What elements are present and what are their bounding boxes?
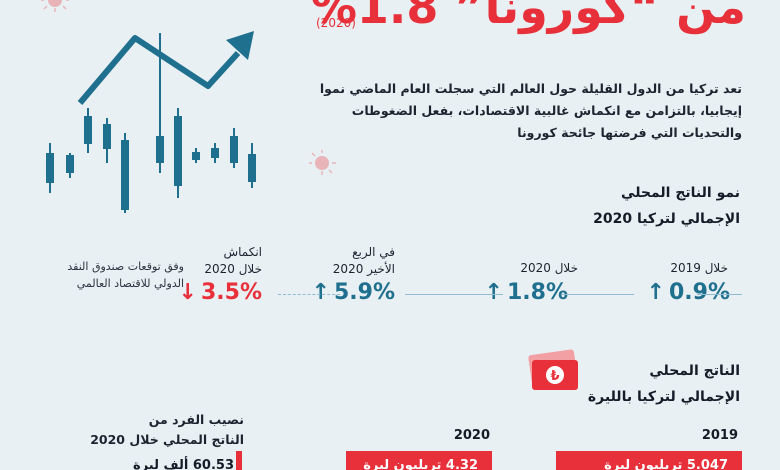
stat-q4: ↑ 5.9% bbox=[312, 280, 395, 305]
col-2019-header: 2019 bbox=[701, 428, 738, 443]
stat-2019: ↑ 0.9% bbox=[647, 280, 730, 305]
stat-contraction-label-line2: خلال 2020 bbox=[204, 262, 262, 276]
stat-contraction-value: 3.5% bbox=[200, 280, 262, 305]
gdp-lira-title: الناتج المحلي الإجمالي لتركيا بالليرة bbox=[588, 358, 740, 410]
headline: من “كورونا” 1.8% bbox=[310, 0, 746, 34]
divider-line bbox=[405, 294, 503, 295]
headline-year: (2020) bbox=[316, 16, 356, 30]
divider-dashed bbox=[278, 294, 340, 295]
intro-paragraph: تعد تركيا من الدول القليلة حول العالم ال… bbox=[319, 81, 742, 140]
stat-q4-value: 5.9% bbox=[333, 280, 395, 305]
divider-line bbox=[697, 294, 742, 295]
gdp-growth-title: نمو الناتج المحلي الإجمالي لتركيا 2020 bbox=[593, 180, 740, 232]
stat-2020: ↑ 1.8% bbox=[485, 280, 568, 305]
arrow-up-icon: ↑ bbox=[646, 280, 665, 305]
gdp-growth-title-line2: الإجمالي لتركيا 2020 bbox=[593, 211, 740, 227]
per-capita-label-line1: نصيب الفرد من bbox=[148, 412, 244, 427]
arrow-up-icon: ↑ bbox=[311, 280, 330, 305]
stat-2020-label: خلال 2020 bbox=[520, 261, 578, 275]
per-capita-value: 60.53 ألف ليرة bbox=[133, 458, 234, 470]
per-capita-label: نصيب الفرد من الناتج المحلي خلال 2020 bbox=[90, 410, 244, 450]
stat-contraction-label: انكماش خلال 2020 bbox=[204, 244, 262, 278]
stat-2020-value: 1.8% bbox=[506, 280, 568, 305]
stat-q4-label: في الربع الأخير 2020 bbox=[333, 244, 395, 278]
value-2020-bar: 4.32 تريليون ليرة bbox=[346, 451, 492, 470]
stat-2019-label: خلال 2019 bbox=[670, 261, 728, 275]
imf-note: وفق توقعات صندوق النقد الدولي للاقتصاد ا… bbox=[67, 260, 184, 290]
virus-icon-small bbox=[309, 150, 336, 175]
gdp-growth-title-line1: نمو الناتج المحلي bbox=[621, 185, 740, 201]
value-2019-bar: 5.047 تريليون ليرة bbox=[556, 451, 742, 470]
svg-text:₺: ₺ bbox=[550, 369, 559, 384]
arrow-up-icon: ↑ bbox=[484, 280, 503, 305]
col-2020-header: 2020 bbox=[453, 428, 490, 443]
per-capita-label-line2: الناتج المحلي خلال 2020 bbox=[90, 432, 244, 447]
stat-2019-value: 0.9% bbox=[668, 280, 730, 305]
per-capita-bar-marker bbox=[236, 451, 242, 470]
divider-line bbox=[562, 294, 634, 295]
stat-q4-label-line2: الأخير 2020 bbox=[332, 262, 395, 276]
gdp-lira-title-line2: الإجمالي لتركيا بالليرة bbox=[587, 389, 740, 405]
stat-q4-label-line1: في الربع bbox=[352, 245, 395, 259]
stat-contraction: ↓ 3.5% bbox=[179, 280, 262, 305]
gdp-lira-title-line1: الناتج المحلي bbox=[649, 363, 740, 379]
arrow-down-icon: ↓ bbox=[178, 280, 197, 305]
lira-banknote-icon: ₺ bbox=[528, 349, 578, 390]
virus-icon bbox=[41, 0, 69, 12]
stat-contraction-label-line1: انكماش bbox=[223, 245, 262, 259]
growth-chart-illustration bbox=[46, 31, 256, 213]
